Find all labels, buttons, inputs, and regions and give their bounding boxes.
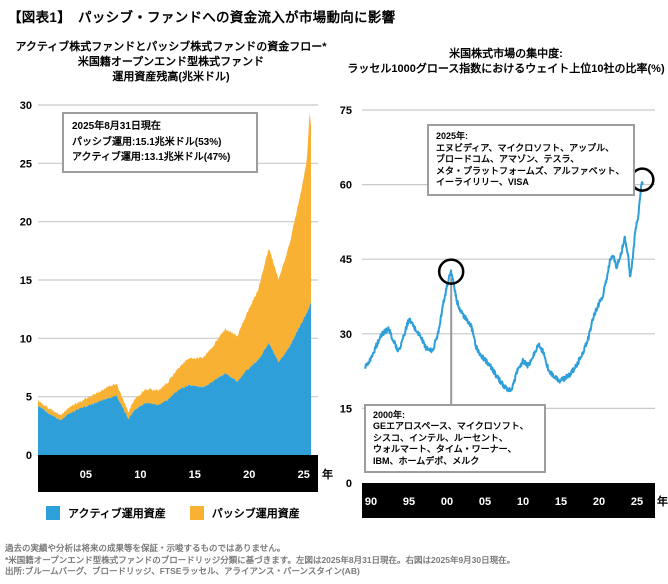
- right-x-tick-label: 00: [441, 496, 453, 508]
- right-x-axis-band: [362, 483, 655, 518]
- right-x-tick-label: 05: [479, 496, 491, 508]
- right-x-axis-unit-label: 年: [657, 494, 668, 508]
- right-x-tick-label: 20: [593, 496, 605, 508]
- right-y-tick-label: 60: [340, 180, 352, 192]
- passive-area-series: [38, 112, 311, 421]
- left-x-tick-label: 05: [80, 469, 92, 481]
- left-y-tick-label: 20: [20, 217, 32, 229]
- annotation-box-2000: 2000年: GEエアロスペース、マイクロソフト、 シスコ、インテル、ルーセント…: [364, 404, 546, 474]
- left-x-axis-unit-label: 年: [322, 467, 333, 481]
- right-x-tick-label: 90: [365, 496, 377, 508]
- right-x-tick-label: 25: [631, 496, 643, 508]
- concentration-line-series: [364, 181, 644, 393]
- right-y-tick-label: 75: [340, 105, 352, 117]
- passive-legend-swatch: [189, 506, 204, 520]
- active-area-series: [38, 302, 311, 455]
- right-y-tick-label: 30: [340, 329, 352, 341]
- right-chart-title: 米国株式市場の集中度: ラッセル1000グロース指数におけるウェイト上位10社の…: [347, 48, 665, 75]
- active-legend-swatch: [46, 506, 60, 520]
- right-x-tick-label: 15: [555, 496, 567, 508]
- left-chart-title: アクティブ株式ファンドとパッシブ株式ファンドの資金フロー* 米国籍オープンエンド…: [15, 41, 327, 83]
- left-chart-legend: アクティブ運用資産 パッシブ運用資産: [46, 505, 324, 521]
- right-y-tick-label: 15: [340, 403, 352, 415]
- figure-title: 【図表1】 パッシブ・ファンドへの資金流入が市場動向に影響: [8, 10, 396, 25]
- footnotes: 過去の実績や分析は将来の成果等を保証・示唆するものではありません。 *米国籍オー…: [5, 543, 516, 576]
- right-x-tick-label: 95: [403, 496, 415, 508]
- peak-circle-marker: [437, 258, 465, 285]
- left-y-tick-label: 0: [26, 450, 32, 462]
- right-y-tick-label: 45: [340, 254, 352, 266]
- left-x-tick-label: 25: [298, 469, 310, 481]
- annotation-box-2025: 2025年: エヌビディア、マイクロソフト、アップル、 ブロードコム、アマゾン、…: [427, 124, 635, 196]
- left-y-tick-label: 30: [20, 100, 32, 112]
- active-legend-label: アクティブ運用資産: [68, 508, 166, 520]
- left-y-tick-label: 25: [20, 158, 32, 170]
- left-x-tick-label: 10: [134, 469, 146, 481]
- left-y-tick-label: 10: [20, 333, 32, 345]
- left-x-tick-label: 15: [189, 469, 201, 481]
- left-y-tick-label: 5: [26, 392, 32, 404]
- left-annotation-box: 2025年8月31日現在 パッシブ運用:15.1兆米ドル(53%) アクティブ運…: [62, 112, 258, 173]
- left-y-tick-label: 15: [20, 275, 32, 287]
- left-x-tick-label: 20: [243, 469, 255, 481]
- passive-legend-label: パッシブ運用資産: [211, 508, 300, 520]
- right-x-tick-label: 10: [517, 496, 529, 508]
- right-y-tick-label: 0: [346, 478, 352, 490]
- left-x-axis-band: [38, 455, 318, 492]
